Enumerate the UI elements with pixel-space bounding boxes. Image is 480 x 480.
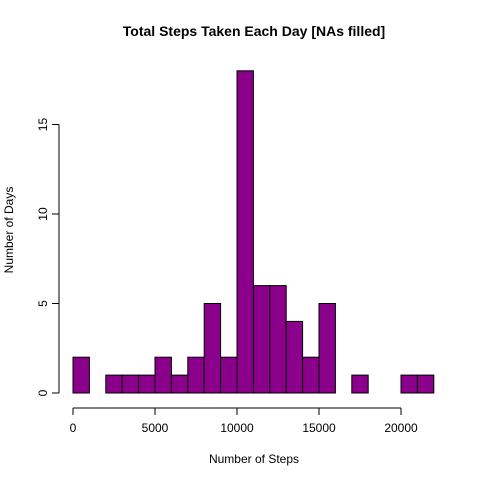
x-tick-label: 5000 <box>142 421 169 435</box>
x-tick-label: 20000 <box>384 421 418 435</box>
histogram-bar <box>138 374 156 394</box>
histogram-bar <box>351 374 369 394</box>
histogram-bar <box>220 356 238 394</box>
x-axis: 0 5000 10000 15000 20000 <box>70 407 418 435</box>
y-tick-label: 0 <box>36 389 50 396</box>
histogram-bar <box>318 303 336 394</box>
histogram-bar <box>105 374 123 394</box>
y-axis: 0 5 10 15 <box>36 118 60 396</box>
x-axis-label: Number of Steps <box>209 452 299 466</box>
histogram-bar <box>269 285 287 394</box>
histogram-bar <box>285 320 304 394</box>
histogram-bar <box>170 374 189 394</box>
histogram-bar <box>154 356 172 394</box>
histogram-bar <box>72 356 90 394</box>
chart-title: Total Steps Taken Each Day [NAs filled] <box>123 23 385 39</box>
histogram-bar <box>236 70 254 394</box>
x-tick-label: 0 <box>70 421 77 435</box>
x-tick-label: 10000 <box>220 421 254 435</box>
histogram-bar <box>203 303 222 394</box>
y-tick-label: 5 <box>36 300 50 307</box>
x-tick-label: 15000 <box>302 421 336 435</box>
histogram-bar <box>121 374 140 394</box>
histogram-bar <box>416 374 435 394</box>
histogram-bar <box>187 356 205 394</box>
y-axis-label: Number of Days <box>2 187 16 274</box>
histogram-bar <box>302 356 320 394</box>
histogram-bar <box>400 374 418 394</box>
histogram-bar <box>252 285 271 394</box>
y-tick-label: 15 <box>36 118 50 132</box>
bars-group <box>72 70 435 394</box>
y-tick-label: 10 <box>36 207 50 221</box>
